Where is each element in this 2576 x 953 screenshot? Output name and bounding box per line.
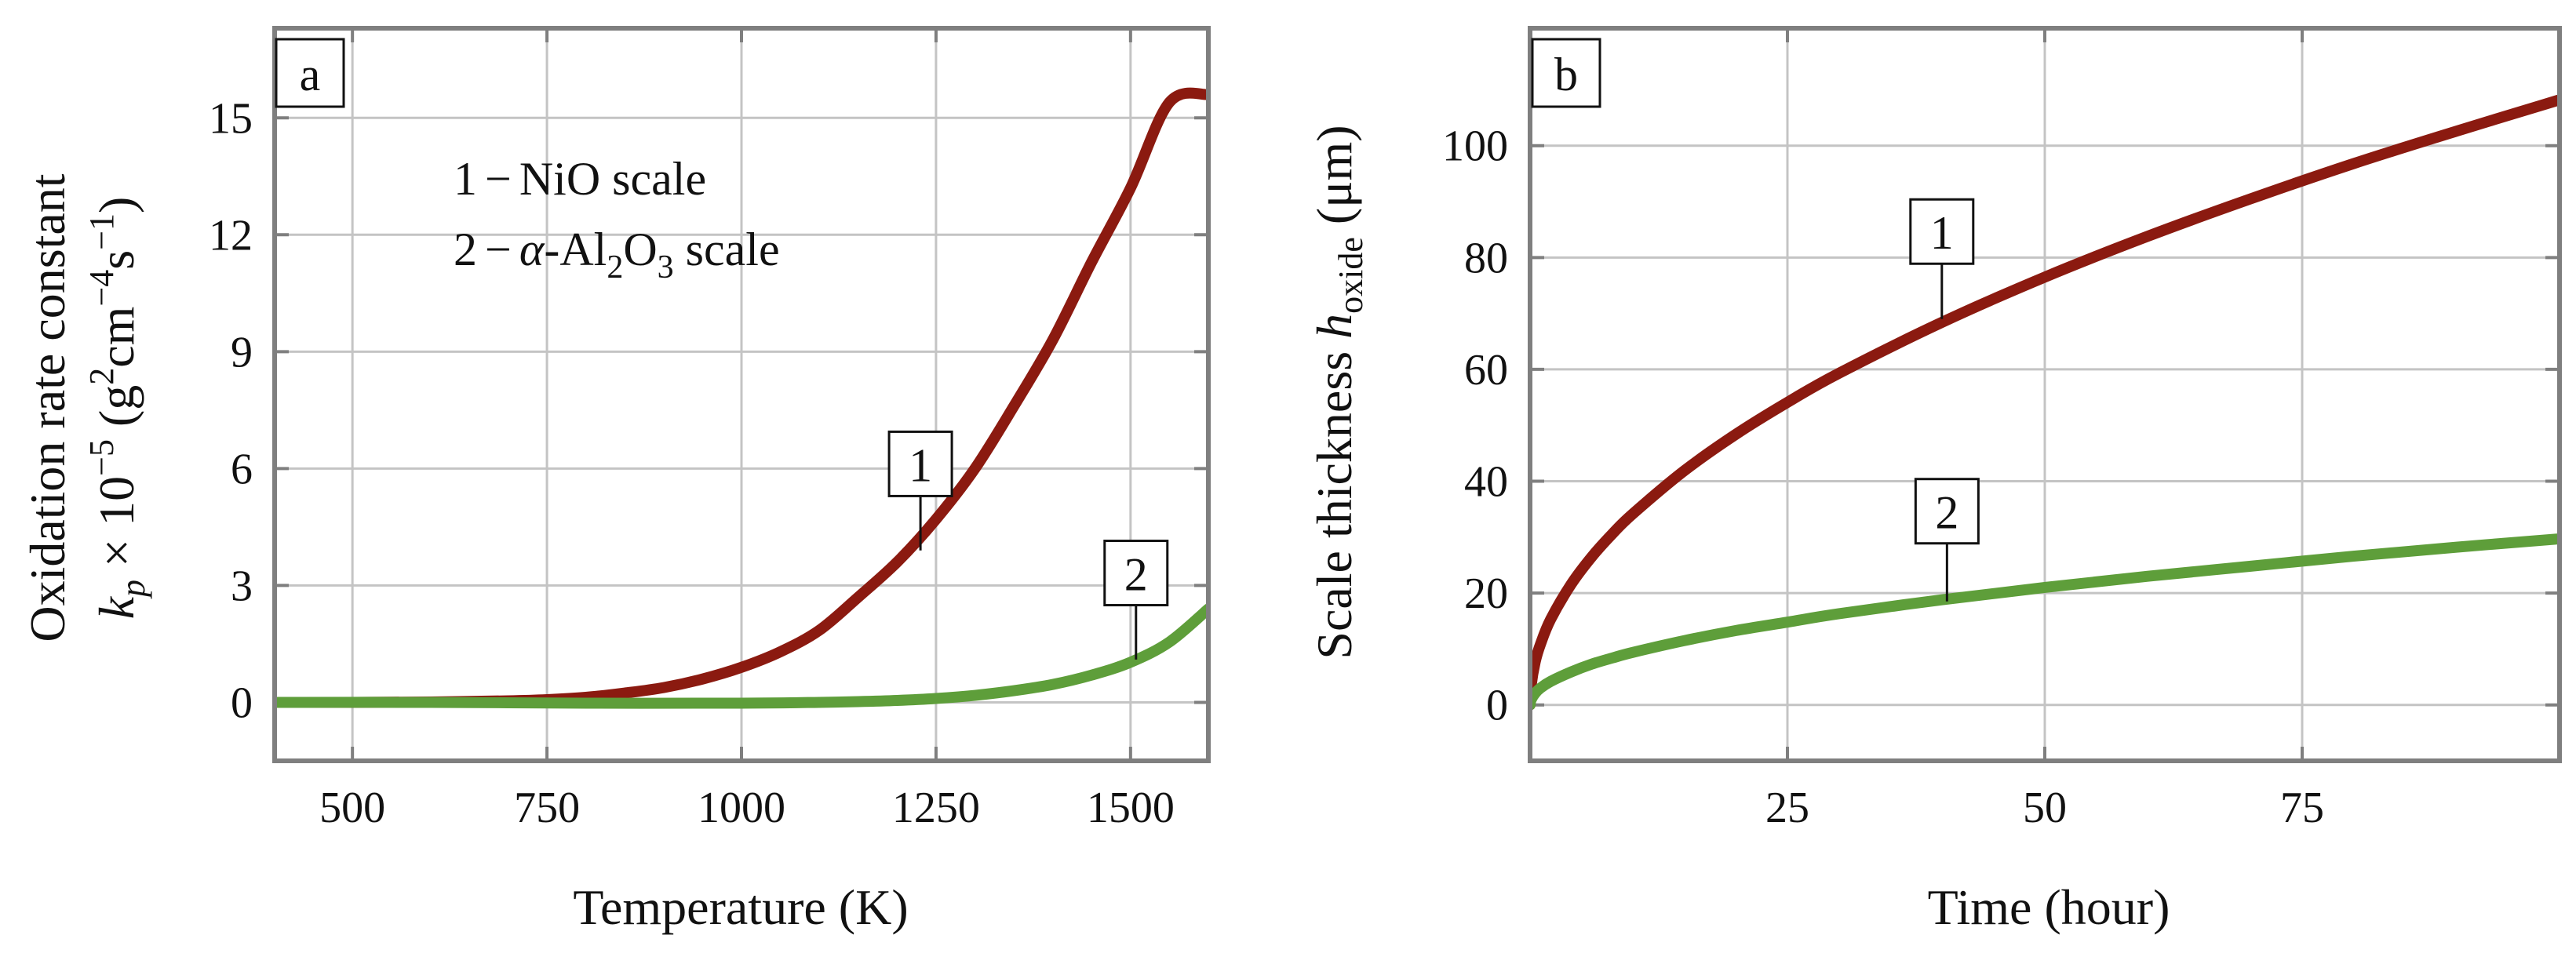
panel-a-frame [272, 26, 1211, 763]
y-tick-label: 0 [231, 678, 253, 727]
y-tick-label: 9 [231, 328, 253, 376]
panel-b-annotations: 12 [1909, 198, 1980, 602]
x-tick-label: 25 [1765, 784, 1809, 832]
panel-b-label-box [1531, 38, 1601, 108]
legend-item-1: 1− NiO scale [454, 153, 706, 205]
y-tick-label: 40 [1464, 458, 1508, 507]
panel-a-series [275, 87, 1208, 709]
y-tick-label: 60 [1464, 346, 1508, 395]
callout-box-1 [1909, 198, 1975, 265]
panel-b-y-axis-title: Scale thickness hoxide (μm) [1306, 125, 1370, 659]
callout-label-2: 2 [1124, 549, 1148, 601]
x-tick-label: 1000 [698, 784, 785, 832]
callout-box-2 [1103, 540, 1169, 607]
series-line-2 [275, 603, 1208, 709]
x-tick-label: 75 [2280, 784, 2324, 832]
x-tick-label: 1500 [1087, 784, 1175, 832]
panel-a-y-axis-title-line1: Oxidation rate constant [20, 173, 75, 642]
y-tick-label: 20 [1464, 569, 1508, 618]
panel-a-y-axis-title-line2: kp × 10−5 (g2cm−4s−1) [82, 197, 152, 620]
series-line-1 [1530, 94, 2560, 711]
panel-b-x-axis-title: Time (hour) [1928, 879, 2170, 935]
y-tick-label: 3 [231, 562, 253, 610]
series-line-2 [1530, 533, 2560, 711]
x-tick-label: 1250 [892, 784, 980, 832]
panel-a-annotations: 12 [887, 430, 1169, 660]
callout-label-1: 1 [909, 439, 932, 491]
panel-b-grid [1530, 28, 2560, 761]
panel-a-y-axis-title: Oxidation rate constant kp × 10−5 (g2cm−… [20, 173, 152, 642]
panel-b-ticks: 25 50 75 0 20 40 60 80 100 [1442, 28, 2560, 832]
panel-b-series [1530, 94, 2560, 711]
panel-a-grid [275, 28, 1208, 761]
y-tick-label: 12 [209, 211, 253, 260]
callout-box-2 [1914, 478, 1980, 545]
panel-a-x-axis-title: Temperature (K) [573, 879, 908, 935]
panel-b-frame [1528, 26, 2562, 763]
y-tick-label: 15 [209, 94, 253, 143]
panel-b-label: b [1554, 49, 1578, 100]
callout-label-2: 2 [1935, 487, 1958, 539]
y-tick-label: 6 [231, 445, 253, 493]
callout-box-1 [887, 430, 953, 497]
y-tick-label: 100 [1442, 122, 1508, 171]
x-tick-label: 750 [514, 784, 580, 832]
y-tick-label: 0 [1486, 682, 1508, 730]
callout-label-1: 1 [1930, 207, 1954, 259]
panel-a-label-box [275, 38, 345, 108]
y-tick-label: 80 [1464, 234, 1508, 282]
x-tick-label: 500 [319, 784, 385, 832]
x-tick-label: 50 [2023, 784, 2067, 832]
panel-a-legend: 1− NiO scale 2− α-Al2O3 scale [454, 153, 780, 286]
legend-item-2: 2− α-Al2O3 scale [454, 224, 780, 286]
panel-a-label: a [300, 49, 321, 100]
